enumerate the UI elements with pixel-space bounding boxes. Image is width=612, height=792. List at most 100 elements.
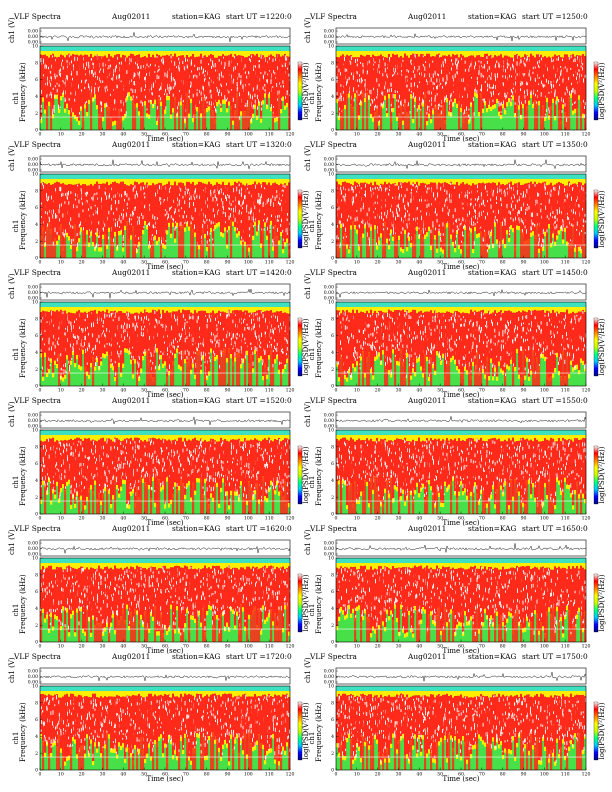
spectrogram-speckle xyxy=(83,63,85,68)
spectrogram-speckle xyxy=(392,93,394,99)
spectrogram-cell xyxy=(260,118,263,123)
x-tick-label: 10 xyxy=(58,132,64,138)
spectrogram-speckle xyxy=(545,109,547,112)
spectrogram-speckle xyxy=(64,97,66,103)
spectrogram-speckle xyxy=(441,69,442,74)
spectrogram-cell xyxy=(402,179,405,183)
spectrogram-speckle xyxy=(174,211,175,215)
waveform-frame xyxy=(39,283,291,301)
spectrogram-speckle xyxy=(571,91,573,95)
spectrogram-speckle xyxy=(156,217,158,220)
spectrogram-speckle xyxy=(577,57,579,61)
spectrogram-cell xyxy=(174,97,177,130)
spectrogram-speckle xyxy=(137,216,139,219)
spectrogram-cell xyxy=(448,223,451,258)
spectrogram-speckle xyxy=(534,66,536,69)
spectrogram-cell xyxy=(462,118,465,130)
x-axis-label: Time (sec) xyxy=(442,135,479,143)
x-tick-label: 40 xyxy=(416,132,422,138)
spectrogram-speckle xyxy=(85,73,87,76)
spectrogram-speckle xyxy=(411,236,413,241)
spectrogram-speckle xyxy=(255,218,257,221)
spectrogram-cell xyxy=(450,234,453,239)
spectrogram-speckle xyxy=(526,82,528,86)
spectrogram-speckle xyxy=(435,227,436,231)
spectrogram-speckle xyxy=(504,107,506,111)
spectrogram-cell xyxy=(348,179,351,184)
spectrogram-speckle xyxy=(118,74,120,78)
spectrogram-speckle xyxy=(145,84,147,89)
spectrogram-cell xyxy=(46,226,49,258)
spectrogram-speckle xyxy=(572,224,574,227)
spectrogram-cell xyxy=(58,51,61,57)
spectrogram-speckle xyxy=(92,213,94,216)
spectrogram-cell xyxy=(422,102,425,107)
spectrogram-speckle xyxy=(512,208,514,211)
spectrogram-speckle xyxy=(89,87,91,91)
spectrogram-speckle xyxy=(56,82,58,85)
spectrogram-speckle xyxy=(67,75,69,80)
spectrogram-speckle xyxy=(344,196,346,201)
spectrogram-cell xyxy=(146,57,149,114)
spectrogram-cell xyxy=(446,179,449,184)
spectrogram-cell xyxy=(154,179,157,185)
spectrogram-speckle xyxy=(134,89,136,93)
spectrogram-speckle xyxy=(406,188,408,191)
spectrogram-speckle xyxy=(110,204,112,207)
spectrogram-speckle xyxy=(553,58,555,61)
spectrogram-cell xyxy=(564,112,567,130)
spectrogram-speckle xyxy=(58,343,60,346)
spectrogram-speckle xyxy=(89,235,91,238)
spectrogram-low-band xyxy=(336,116,586,118)
spectrogram-speckle xyxy=(150,99,151,102)
spectrogram-speckle xyxy=(500,111,502,114)
spectrogram-speckle xyxy=(178,57,180,61)
spectrogram-cell xyxy=(208,106,211,111)
spectrogram-speckle xyxy=(146,315,148,321)
spectrogram-speckle xyxy=(580,246,581,251)
x-tick-label: 70 xyxy=(479,260,485,266)
spectrogram-cell xyxy=(260,179,263,185)
spectrogram-cell xyxy=(66,355,69,360)
spectrogram-speckle xyxy=(185,57,187,62)
spectrogram-speckle xyxy=(357,184,359,187)
spectrogram-speckle xyxy=(86,347,88,351)
spectrogram-speckle xyxy=(526,89,528,92)
spectrogram-cell xyxy=(490,51,493,55)
spectrogram-speckle xyxy=(266,199,268,204)
spectrogram-speckle xyxy=(167,353,169,356)
spectrogram-speckle xyxy=(203,219,205,223)
spectrogram-speckle xyxy=(48,66,50,70)
spectrogram-speckle xyxy=(488,75,490,78)
x-tick-label: 60 xyxy=(162,260,168,266)
spectrogram-speckle xyxy=(56,88,58,93)
spectrogram-speckle xyxy=(473,241,475,246)
spectrogram-cell xyxy=(54,307,57,312)
spectrogram-cell xyxy=(508,237,511,243)
spectrogram-speckle xyxy=(167,216,169,220)
spectrogram-speckle xyxy=(412,96,414,99)
panel-svg: VLF Spectra Aug02011 station=KAG start UT =… xyxy=(8,140,310,271)
spectrogram-cell xyxy=(50,310,53,359)
spectrogram-speckle xyxy=(114,68,116,73)
spectrogram-cell xyxy=(170,54,173,115)
spectrogram-speckle xyxy=(162,323,164,328)
spectrogram-speckle xyxy=(417,85,419,88)
spectrogram-speckle xyxy=(486,88,488,92)
spectrogram-cell xyxy=(536,54,539,103)
waveform-trace xyxy=(335,32,587,42)
spectrogram-speckle xyxy=(246,75,248,79)
spectrogram-speckle xyxy=(496,73,498,78)
spectrogram-speckle xyxy=(138,71,140,74)
spectrogram-speckle xyxy=(486,56,488,59)
spectrogram-cell xyxy=(198,245,201,250)
spectrogram-speckle xyxy=(436,78,438,83)
spectrogram-cell xyxy=(136,51,139,56)
spectrogram-speckle xyxy=(535,93,537,97)
spectrogram-speckle xyxy=(122,234,124,239)
spectrogram-speckle xyxy=(462,202,464,205)
spectrogram-speckle xyxy=(82,209,84,213)
spectrogram-cell xyxy=(146,307,149,313)
spectrogram-speckle xyxy=(448,209,450,213)
spectrogram-cell xyxy=(542,246,545,251)
